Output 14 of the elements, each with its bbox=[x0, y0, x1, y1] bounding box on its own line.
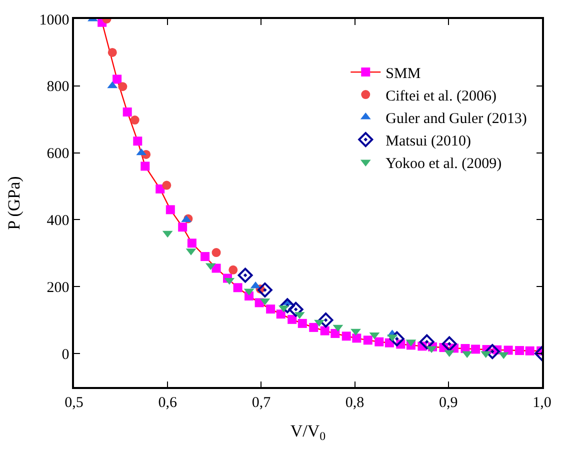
y-tick-label: 400 bbox=[46, 212, 70, 229]
y-tick-label: 0 bbox=[62, 346, 70, 363]
y-tick-label: 200 bbox=[46, 280, 70, 296]
x-tick-label: 0,9 bbox=[439, 394, 458, 411]
y-tick-label: 1000 bbox=[39, 12, 70, 28]
x-tick-label: 0,5 bbox=[64, 394, 84, 411]
x-tick-label: 0,8 bbox=[345, 394, 364, 411]
y-tick-label: 600 bbox=[46, 146, 70, 162]
x-axis-title: V/V$_{0}$ bbox=[290, 422, 326, 444]
y-axis-title: P (GPa) bbox=[4, 176, 24, 230]
x-tick-label: 0,6 bbox=[158, 394, 178, 411]
x-tick-label: 1,0 bbox=[532, 394, 552, 411]
y-tick-label: 800 bbox=[46, 79, 70, 96]
x-tick-label: 0,7 bbox=[252, 394, 272, 411]
